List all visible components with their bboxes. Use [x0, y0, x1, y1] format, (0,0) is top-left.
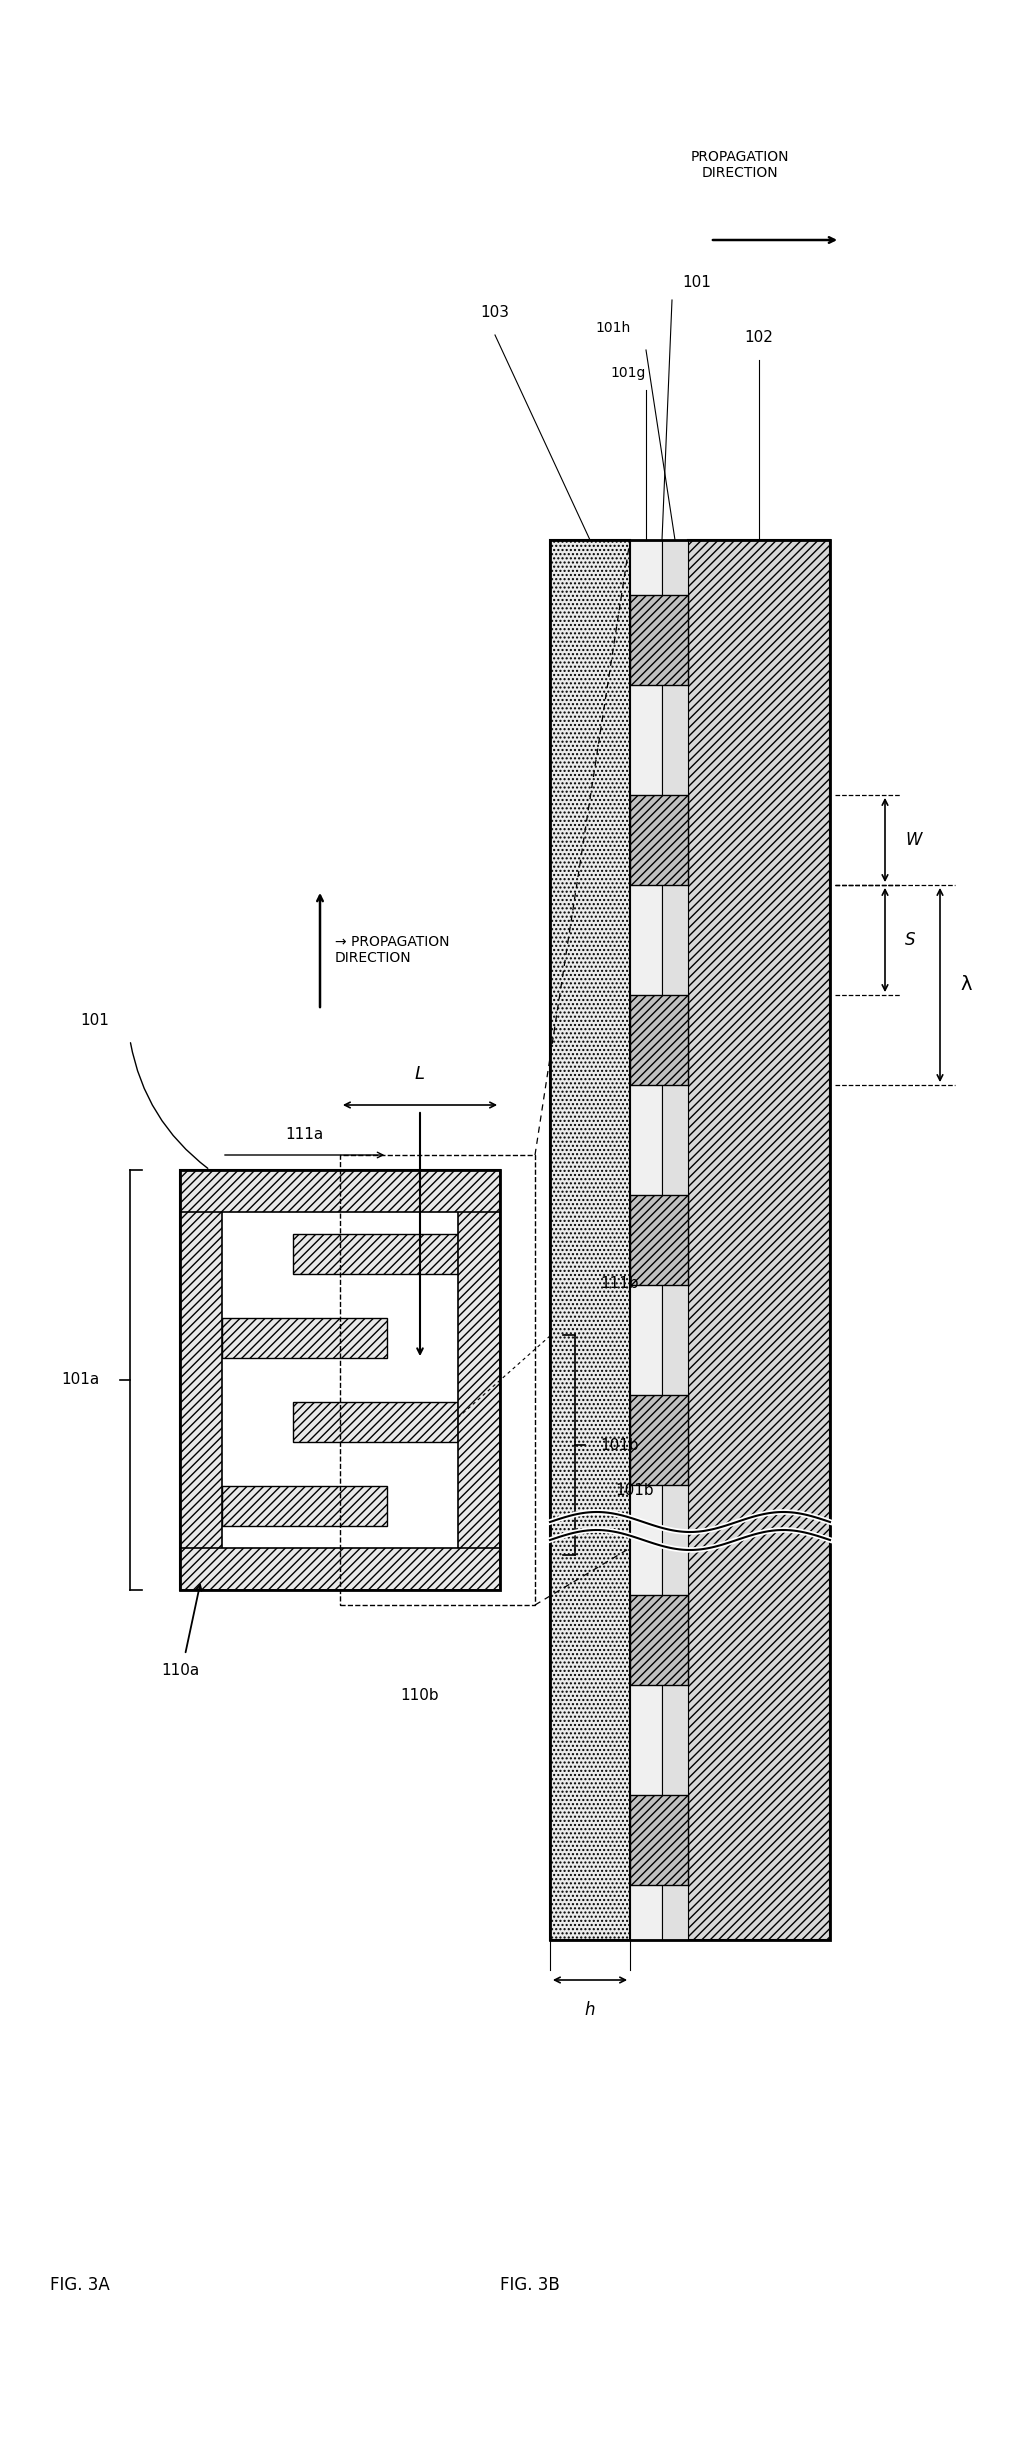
Text: 101: 101 — [682, 276, 711, 290]
Bar — [630, 1396, 688, 1486]
Bar — [662, 539, 688, 1940]
Text: 101g: 101g — [611, 366, 646, 381]
Text: 111a: 111a — [286, 1127, 324, 1142]
Text: 103: 103 — [480, 305, 509, 320]
Bar — [340, 1154, 535, 1606]
Text: S: S — [905, 932, 916, 949]
Text: 101a: 101a — [61, 1371, 99, 1388]
Bar — [222, 1213, 458, 1547]
Text: 102: 102 — [744, 329, 773, 344]
Bar — [550, 539, 630, 1940]
Bar — [630, 595, 688, 686]
Text: PROPAGATION
DIRECTION: PROPAGATION DIRECTION — [691, 149, 790, 181]
Bar — [293, 1401, 458, 1442]
Text: 101b: 101b — [615, 1484, 654, 1498]
Bar — [222, 1318, 388, 1359]
Text: λ: λ — [960, 976, 971, 996]
Bar — [630, 539, 662, 1940]
Bar — [630, 1796, 688, 1886]
Bar — [180, 1171, 222, 1591]
Bar — [458, 1171, 500, 1591]
Bar — [630, 795, 688, 886]
Text: 110b: 110b — [401, 1688, 439, 1703]
Bar — [180, 1171, 500, 1591]
Text: W: W — [905, 832, 921, 849]
Bar — [688, 539, 830, 1940]
Text: 101b: 101b — [600, 1437, 638, 1452]
Bar — [550, 539, 830, 1940]
Bar — [180, 1171, 500, 1591]
Text: 101h: 101h — [596, 322, 631, 334]
Text: 111b: 111b — [600, 1276, 638, 1291]
Text: → PROPAGATION
DIRECTION: → PROPAGATION DIRECTION — [335, 935, 449, 966]
Text: 110a: 110a — [160, 1664, 199, 1679]
Text: h: h — [585, 2001, 595, 2018]
Text: FIG. 3A: FIG. 3A — [50, 2277, 110, 2294]
Text: 101: 101 — [80, 1013, 109, 1027]
Bar — [293, 1235, 458, 1274]
Bar — [180, 1171, 500, 1213]
Bar — [630, 1596, 688, 1686]
Bar — [630, 996, 688, 1086]
Text: L: L — [415, 1064, 425, 1083]
Bar — [222, 1486, 388, 1527]
Bar — [180, 1547, 500, 1591]
Text: FIG. 3B: FIG. 3B — [500, 2277, 560, 2294]
Bar — [630, 1196, 688, 1286]
